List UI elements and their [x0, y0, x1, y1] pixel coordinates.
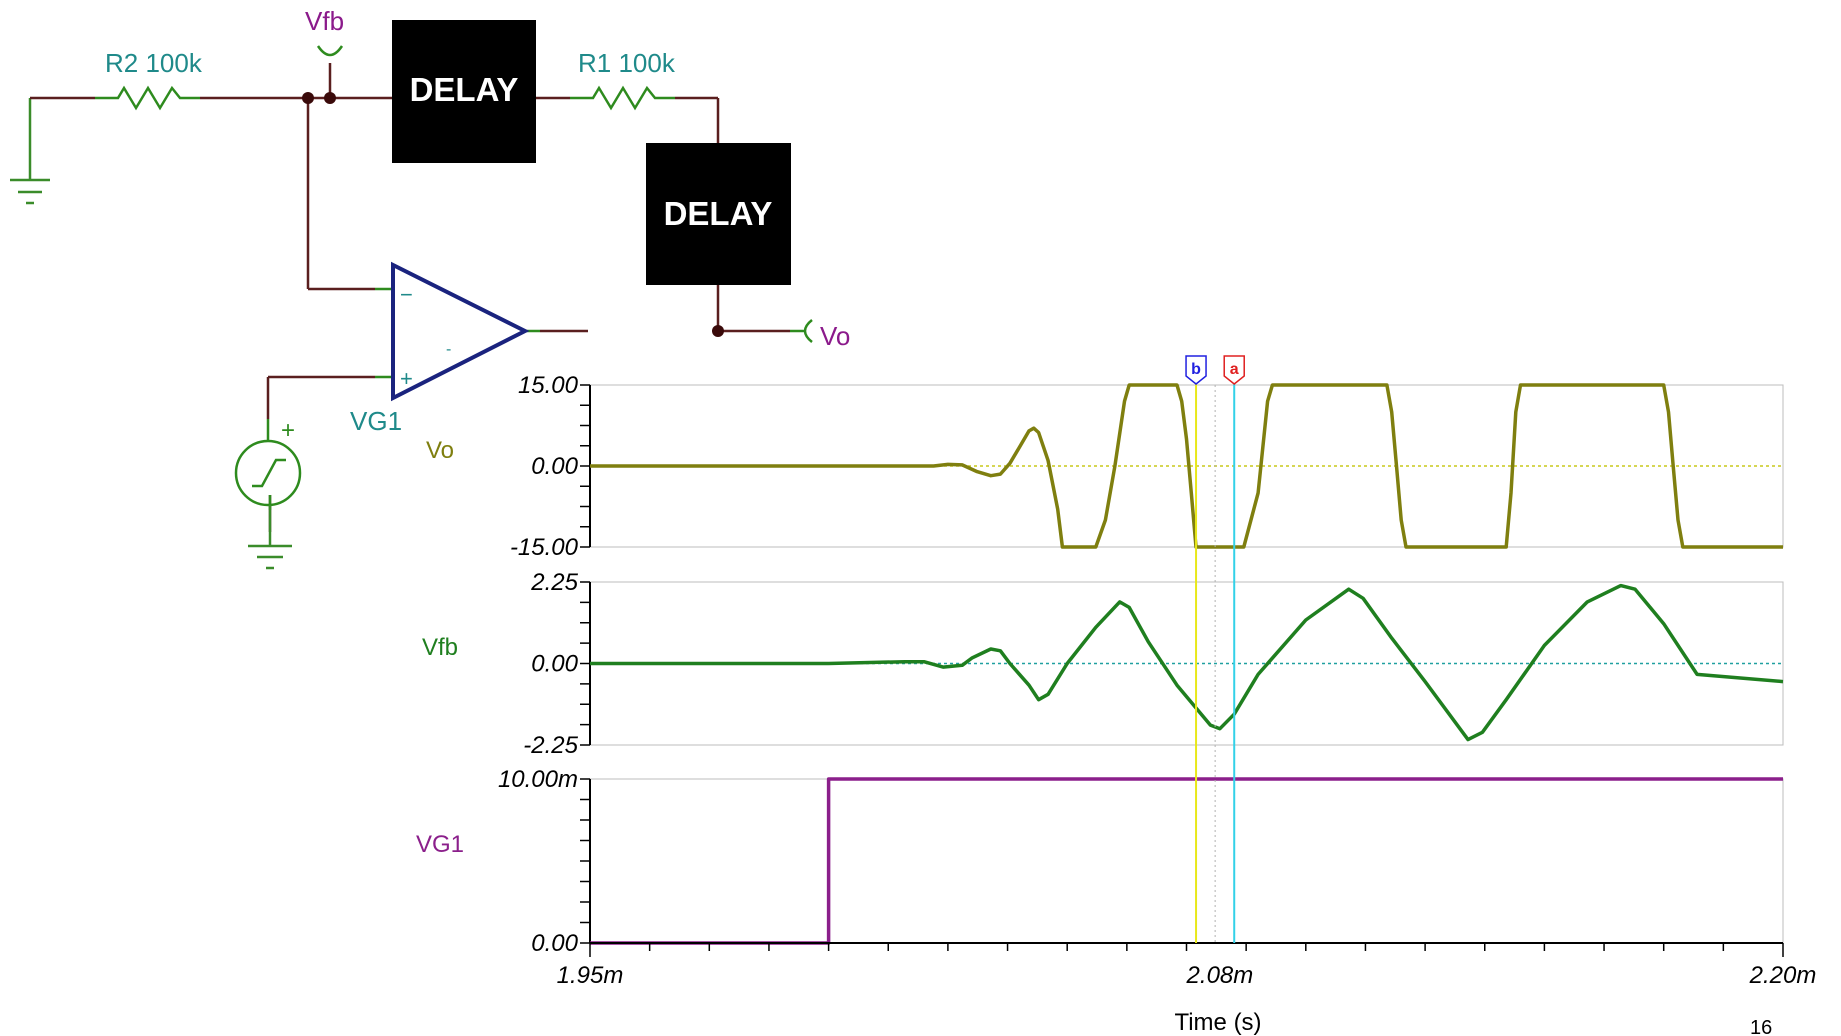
- y-tick-label: -15.00: [510, 534, 579, 561]
- opamp-triangle: [391, 261, 530, 402]
- y-tick-label: 0.00: [531, 651, 578, 678]
- y-tick-label: 0.00: [531, 930, 578, 957]
- vo-probe-label: Vo: [820, 321, 850, 351]
- cursor-a-label: a: [1230, 361, 1239, 378]
- x-tick-label: 2.08m: [1186, 962, 1254, 989]
- opamp-minus-label: −: [400, 282, 413, 307]
- y-tick-label: 10.00m: [498, 766, 578, 793]
- source-plus-label: +: [281, 417, 295, 444]
- junction-dot: [324, 92, 336, 104]
- source-vg1-label: VG1: [350, 406, 402, 436]
- waveform-plots: 15.00 0.00 -15.00 Vo 2.25 0.00 -2.25 Vfb 10.00m 0…: [416, 355, 1817, 1036]
- r1-label: R1 100k: [578, 48, 676, 78]
- series-label: VG1: [416, 831, 464, 858]
- vo-probe-icon: [803, 319, 813, 343]
- series-line-vfb: [590, 583, 1784, 742]
- y-tick-label: 15.00: [518, 372, 579, 399]
- series-line-vo: [590, 383, 1783, 549]
- opamp-small-minus: -: [446, 341, 451, 358]
- resistor-r1: [585, 85, 660, 111]
- wires: [30, 63, 790, 532]
- cursor-b-label: b: [1191, 361, 1201, 378]
- ground-symbol-left: [10, 98, 50, 205]
- delay-block-2: [646, 143, 791, 285]
- cursor-b-marker: [1185, 355, 1207, 385]
- step-source-icon: [234, 439, 302, 507]
- opamp-plus-label: +: [400, 366, 413, 391]
- r2-label: R2 100k: [105, 48, 203, 78]
- series-label: Vfb: [422, 634, 458, 661]
- x-tick-label: 1.95m: [557, 962, 624, 989]
- ground-symbol-source: [248, 505, 292, 570]
- x-tick-label: 2.20m: [1749, 962, 1817, 989]
- y-tick-label: 2.25: [530, 569, 578, 596]
- vfb-probe-label: Vfb: [305, 6, 344, 36]
- delay-block-1: [392, 20, 536, 163]
- delay-block-2-label: DELAY: [664, 195, 773, 232]
- series-label: Vo: [426, 437, 454, 464]
- series-line-vg1: [590, 777, 1783, 945]
- delay-block-1-label: DELAY: [410, 71, 519, 108]
- y-tick-label: 0.00: [531, 453, 578, 480]
- y-tick-label: -2.25: [523, 732, 578, 759]
- vfb-probe-icon: [316, 45, 344, 57]
- schematic: R2 100k R1 100k Vfb DELAY DELAY − + - Vo…: [10, 6, 850, 570]
- cursor-a-marker: [1223, 355, 1245, 385]
- resistor-r2: [110, 85, 185, 111]
- page-number: 16: [1750, 1017, 1772, 1036]
- plot-frame: [589, 778, 1784, 944]
- junction-dot: [302, 92, 314, 104]
- x-axis-title: Time (s): [1174, 1009, 1261, 1036]
- junction-dot: [712, 325, 724, 337]
